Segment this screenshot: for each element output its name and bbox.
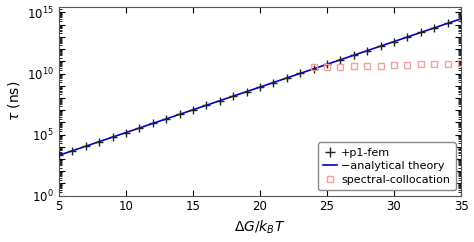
Y-axis label: $\tau$ (ns): $\tau$ (ns) bbox=[6, 81, 21, 121]
X-axis label: $\Delta G/k_BT$: $\Delta G/k_BT$ bbox=[234, 219, 286, 236]
Legend: +p1-fem, −analytical theory, spectral-collocation: +p1-fem, −analytical theory, spectral-co… bbox=[318, 142, 456, 190]
